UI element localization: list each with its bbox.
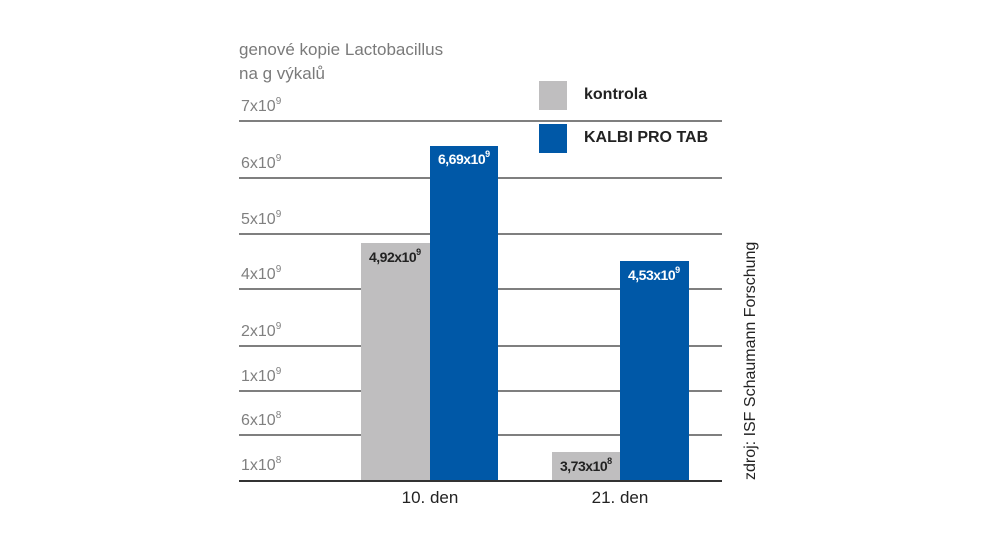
bar-label-kontrola-10-den: 4,92x109 xyxy=(369,247,421,265)
y-tick-1e8: 1x108 xyxy=(241,455,282,474)
x-label-10-den: 10. den xyxy=(401,488,459,507)
y-tick-7e9: 7x109 xyxy=(241,96,282,115)
gridline-7e9 xyxy=(239,120,722,122)
x-label-21-den: 21. den xyxy=(591,488,649,507)
y-axis-title-line-1: genové kopie Lactobacillus xyxy=(239,40,444,59)
x-axis-baseline xyxy=(239,480,722,482)
legend-label-kontrola: kontrola xyxy=(584,86,648,103)
legend-label-kalbi: KALBI PRO TAB xyxy=(584,129,709,146)
bar-kontrola-10-den xyxy=(361,243,430,481)
y-tick-4e9: 4x109 xyxy=(241,264,282,283)
y-tick-1e9: 1x109 xyxy=(241,366,282,385)
source-annotation: zdroj: ISF Schaumann Forschung xyxy=(742,241,759,480)
y-tick-2e9: 2x109 xyxy=(241,321,282,340)
y-tick-6e9: 6x109 xyxy=(241,153,282,172)
y-tick-6e8: 6x108 xyxy=(241,410,282,429)
y-axis-title: genové kopie Lactobacillus na g výkalů xyxy=(239,38,443,86)
bar-kalbi-10-den xyxy=(430,146,498,481)
legend-swatch-kontrola xyxy=(539,81,567,110)
bar-label-kontrola-21-den: 3,73x108 xyxy=(560,456,612,474)
bar-kalbi-21-den xyxy=(620,261,689,481)
y-tick-5e9: 5x109 xyxy=(241,209,282,228)
legend-swatch-kalbi xyxy=(539,124,567,153)
bar-kontrola-21-den xyxy=(552,452,620,481)
bar-label-kalbi-21-den: 4,53x109 xyxy=(628,265,680,283)
y-axis-title-line-2: na g výkalů xyxy=(239,64,325,83)
bar-label-kalbi-10-den: 6,69x109 xyxy=(438,149,490,167)
